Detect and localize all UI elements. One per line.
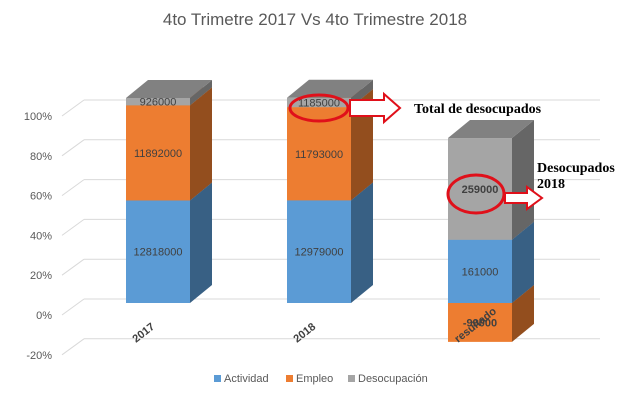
bars: 12818000 11892000 926000 12979000 11793000 11… (126, 79, 534, 342)
legend-label: Empleo (296, 373, 333, 385)
y-axis-ticks: -20% 0% 20% 40% 60% 80% 100% (24, 111, 52, 362)
legend-swatch (214, 375, 221, 382)
bar-side (190, 87, 212, 201)
annotations: Total de desocupados Desocupados 2018 (288, 91, 615, 215)
total-desocupados-label: Total de desocupados (414, 102, 542, 117)
bar-side (351, 182, 373, 303)
y-tick-label: -20% (26, 350, 52, 362)
bar-front (126, 200, 190, 303)
bar-segment-desocupaci-n-2017: 926000 (126, 79, 212, 109)
data-label: 11793000 (295, 149, 343, 161)
bar-front (448, 138, 512, 240)
bar-top (448, 120, 534, 139)
gridline-diagonal (61, 338, 85, 356)
data-label: 259000 (462, 184, 499, 196)
chart-title: 4to Trimetre 2017 Vs 4to Trimestre 2018 (163, 10, 467, 29)
total-desocupados-highlight-ellipse (288, 93, 350, 123)
data-label: 12979000 (295, 247, 344, 259)
y-tick-label: 0% (36, 310, 52, 322)
data-label: 926000 (140, 97, 177, 109)
y-tick-label: 20% (30, 270, 52, 282)
legend-label: Desocupación (358, 373, 428, 385)
bar-front (287, 107, 351, 201)
bar-top (287, 79, 373, 98)
desocupados-2018-arrow-icon (504, 185, 544, 211)
desocupados-2018-label-line1: Desocupados (537, 161, 615, 176)
bar-front (448, 239, 512, 303)
bar-side (512, 120, 534, 240)
gridline-diagonal (61, 298, 85, 316)
gridline-diagonal (61, 179, 85, 197)
bar-segment-actividad-2017: 12818000 (126, 182, 212, 303)
bar-front (126, 105, 190, 201)
bar-side (190, 79, 212, 106)
x-axis-categories: 2017 2018 resultado (130, 305, 499, 345)
legend-swatch (286, 375, 293, 382)
legend-label: Actividad (224, 373, 269, 385)
gridline-diagonal (61, 99, 85, 117)
legend: Actividad Empleo Desocupación (214, 373, 428, 385)
x-category-label: 2018 (291, 321, 318, 346)
y-tick-label: 100% (24, 111, 52, 123)
y-tick-label: 60% (30, 191, 52, 203)
bar-front (126, 97, 190, 106)
x-category-label: 2017 (130, 321, 157, 346)
data-label: 161000 (462, 266, 499, 278)
gridline-diagonal (61, 139, 85, 157)
y-tick-label: 80% (30, 151, 52, 163)
bar-segment-empleo-2017: 11892000 (126, 87, 212, 201)
legend-swatch (348, 375, 355, 382)
desocupados-2018-label-line2: 2018 (537, 177, 565, 192)
bar-segment-desocupaci-n-resultado: 259000 (448, 120, 534, 240)
bar-segment-actividad-2018: 12979000 (287, 182, 373, 303)
gridline-diagonal (61, 258, 85, 276)
gridline-diagonal (61, 218, 85, 236)
data-label: 12818000 (134, 247, 183, 259)
data-label: 11892000 (134, 148, 182, 160)
total-desocupados-arrow-icon (349, 91, 402, 125)
bar-front (287, 200, 351, 303)
bar-front (287, 97, 351, 108)
y-tick-label: 40% (30, 230, 52, 242)
data-label: -99000 (463, 317, 497, 329)
bar-top (126, 79, 212, 98)
bar-side (512, 285, 534, 342)
bar-side (190, 182, 212, 303)
bar-front (448, 303, 512, 342)
bar-side (512, 221, 534, 303)
data-label: 1185000 (298, 97, 340, 109)
